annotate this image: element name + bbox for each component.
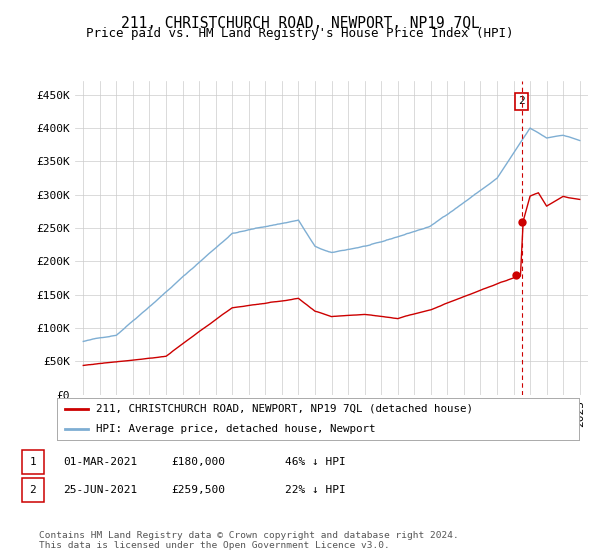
Text: 01-MAR-2021: 01-MAR-2021 bbox=[63, 457, 137, 467]
Text: 2: 2 bbox=[29, 485, 37, 495]
Text: Contains HM Land Registry data © Crown copyright and database right 2024.
This d: Contains HM Land Registry data © Crown c… bbox=[39, 530, 459, 550]
Text: £180,000: £180,000 bbox=[171, 457, 225, 467]
Text: 211, CHRISTCHURCH ROAD, NEWPORT, NP19 7QL: 211, CHRISTCHURCH ROAD, NEWPORT, NP19 7Q… bbox=[121, 16, 479, 31]
Text: 2: 2 bbox=[518, 96, 525, 106]
Text: Price paid vs. HM Land Registry's House Price Index (HPI): Price paid vs. HM Land Registry's House … bbox=[86, 27, 514, 40]
Text: 46% ↓ HPI: 46% ↓ HPI bbox=[285, 457, 346, 467]
Text: 25-JUN-2021: 25-JUN-2021 bbox=[63, 485, 137, 495]
Text: 1: 1 bbox=[29, 457, 37, 467]
Text: HPI: Average price, detached house, Newport: HPI: Average price, detached house, Newp… bbox=[96, 424, 376, 434]
Text: 211, CHRISTCHURCH ROAD, NEWPORT, NP19 7QL (detached house): 211, CHRISTCHURCH ROAD, NEWPORT, NP19 7Q… bbox=[96, 404, 473, 414]
Text: 22% ↓ HPI: 22% ↓ HPI bbox=[285, 485, 346, 495]
Text: £259,500: £259,500 bbox=[171, 485, 225, 495]
